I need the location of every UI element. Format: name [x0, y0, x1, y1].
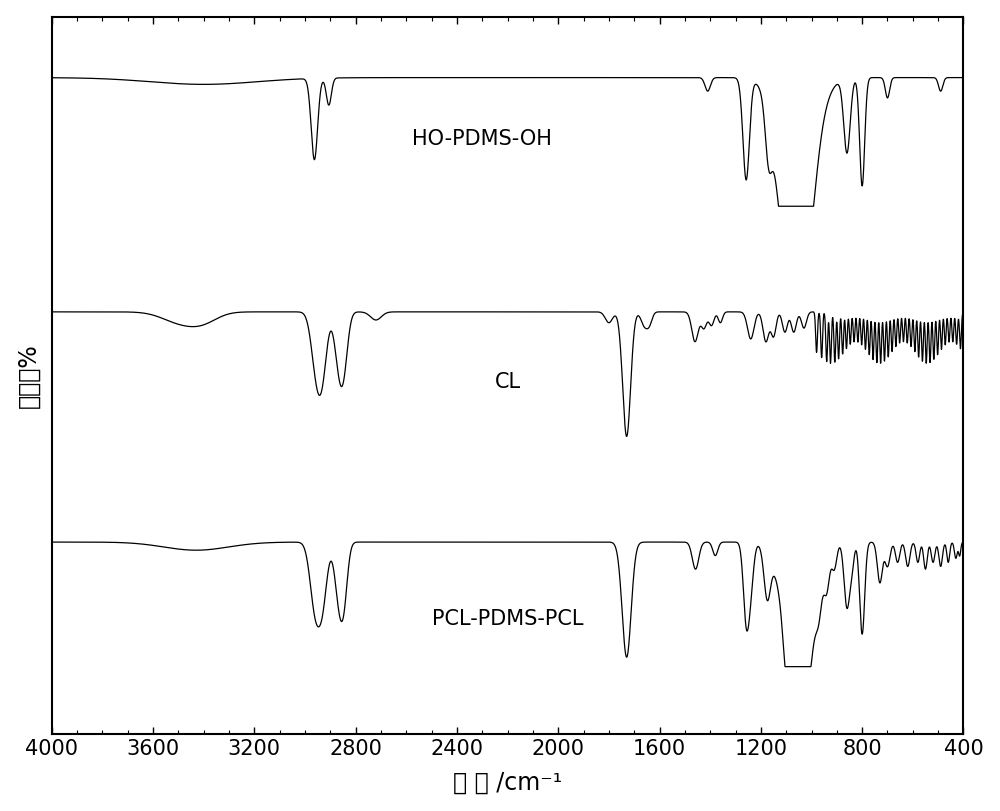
Y-axis label: 透光率%: 透光率% [17, 343, 41, 408]
Text: CL: CL [495, 372, 521, 393]
Text: PCL-PDMS-PCL: PCL-PDMS-PCL [432, 609, 583, 629]
Text: HO-PDMS-OH: HO-PDMS-OH [412, 128, 552, 148]
X-axis label: 波 长 /cm⁻¹: 波 长 /cm⁻¹ [453, 770, 562, 794]
